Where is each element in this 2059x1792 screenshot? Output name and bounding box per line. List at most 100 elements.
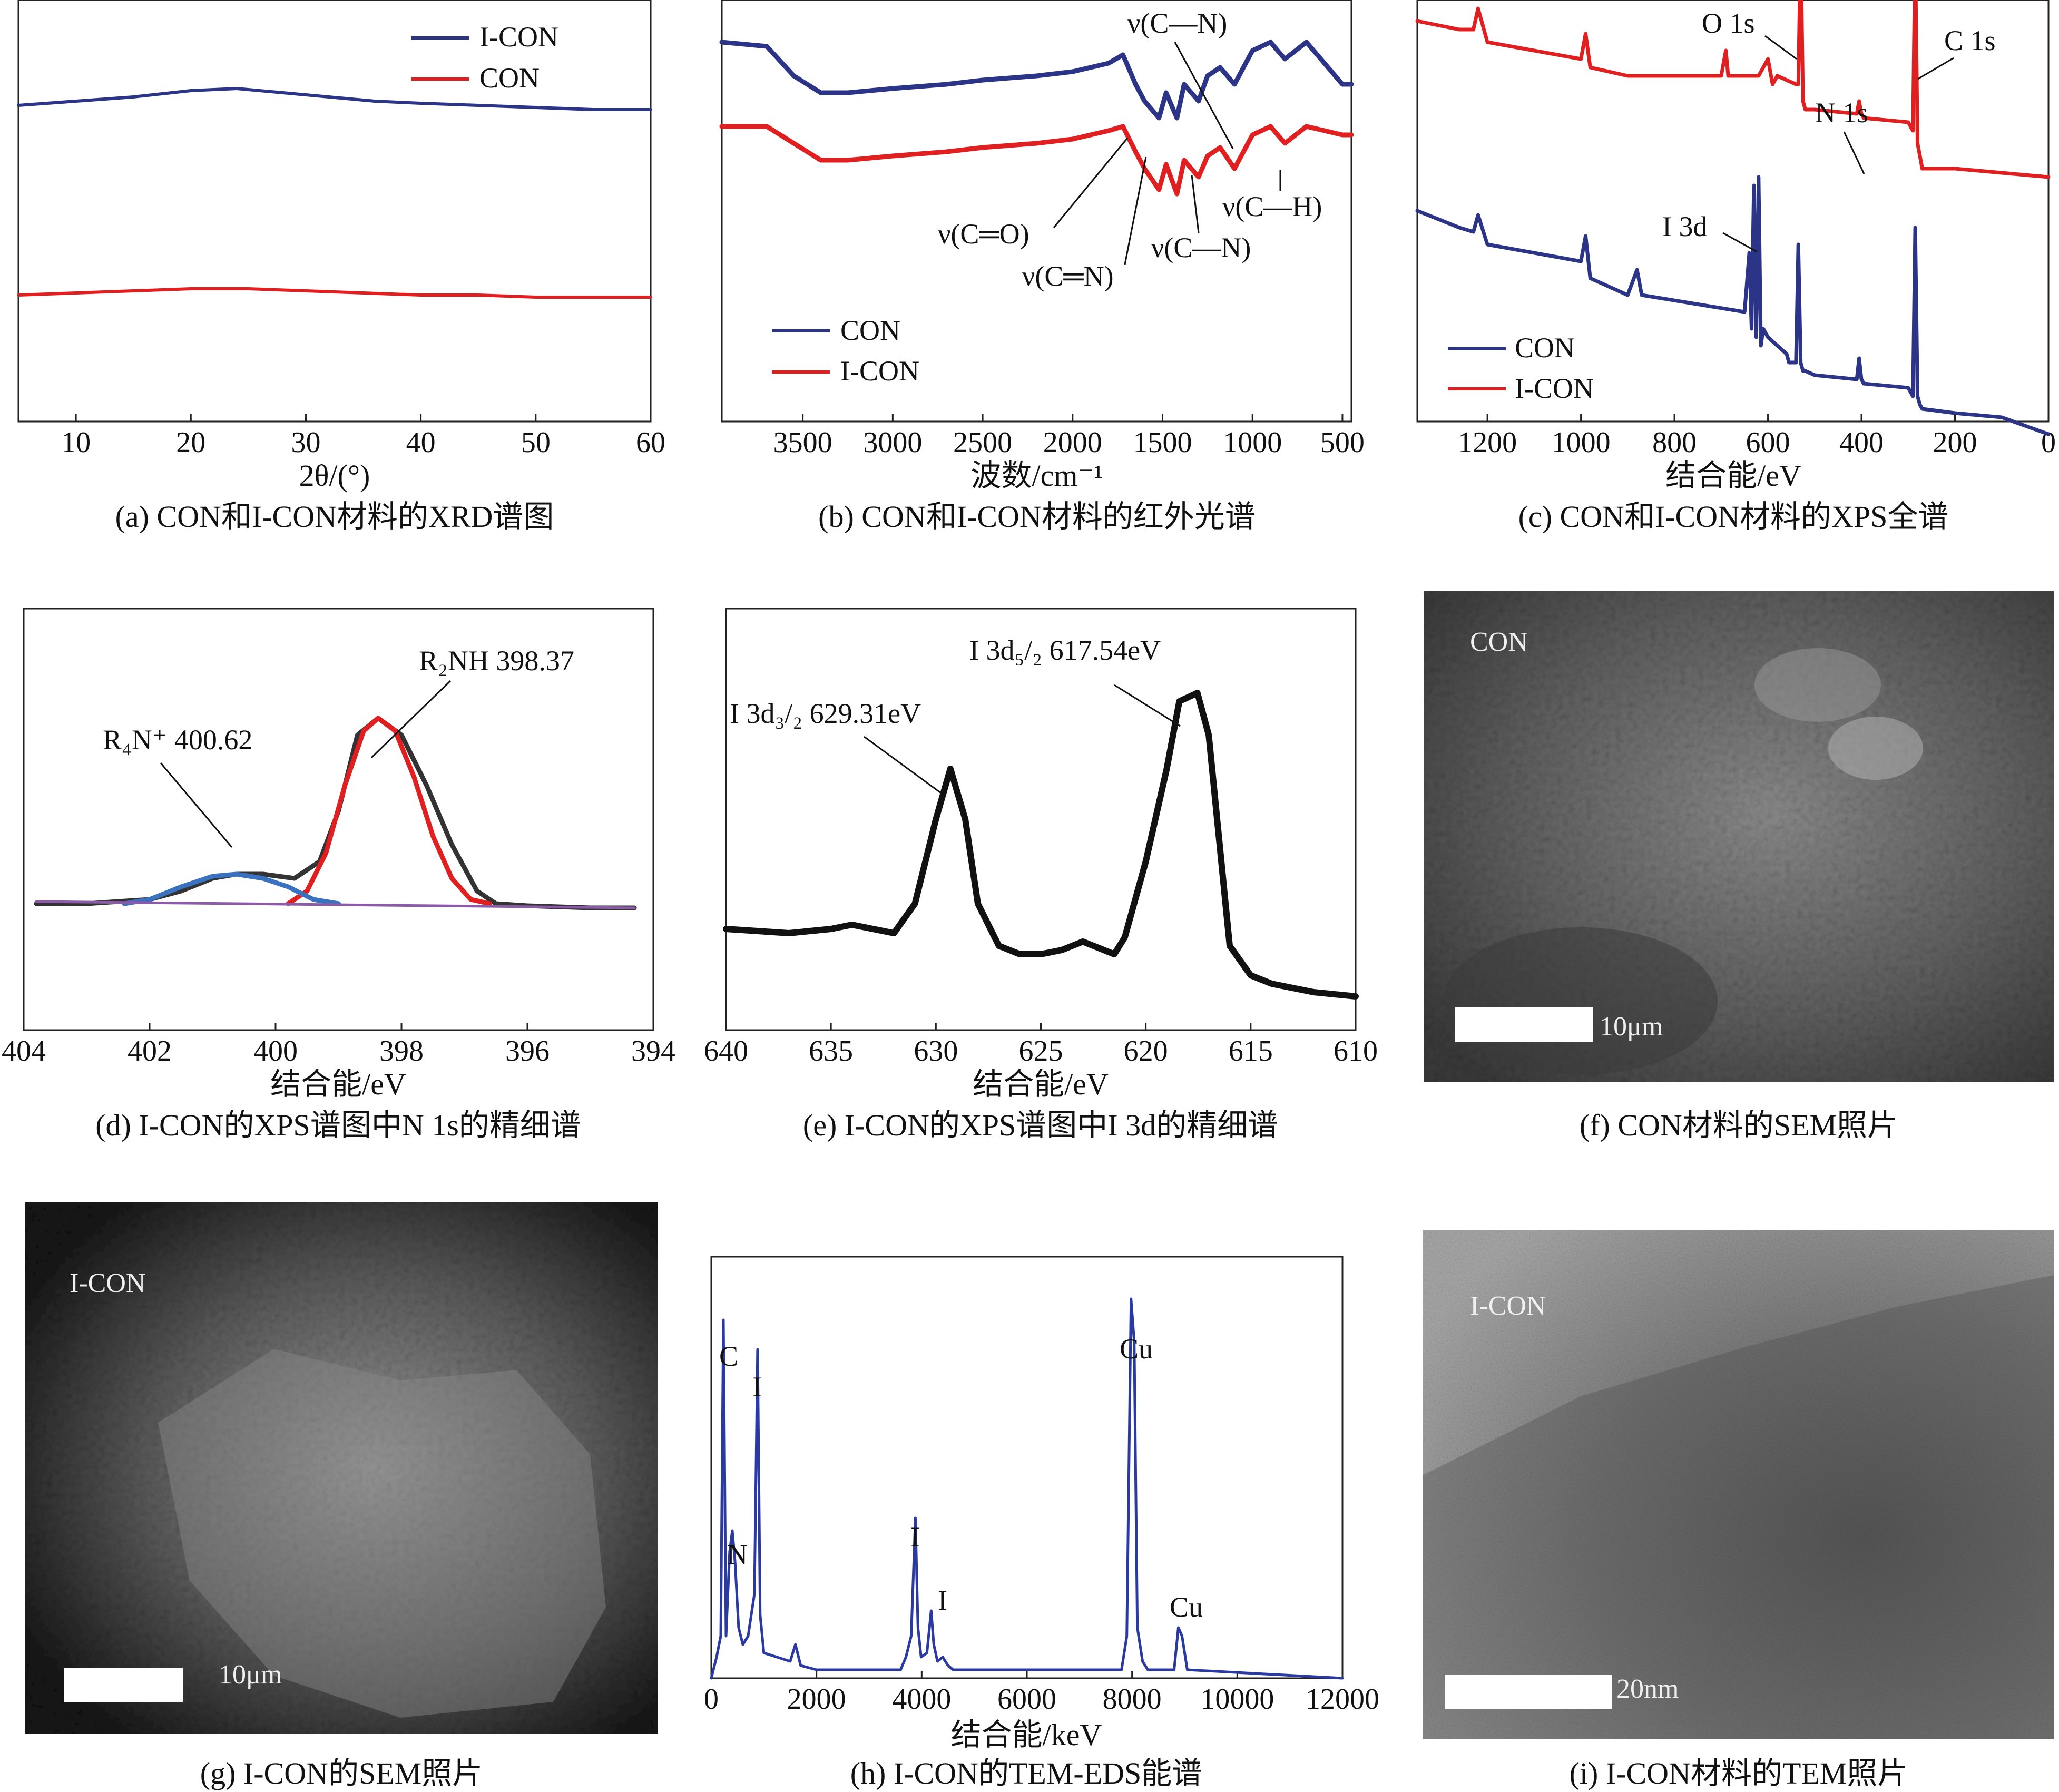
series-line-i-con bbox=[719, 124, 1354, 197]
x-tick-label: 12000 bbox=[1306, 1683, 1379, 1716]
sem-aggregate bbox=[158, 1349, 606, 1718]
x-tick-label: 0 bbox=[704, 1683, 719, 1716]
panel-e: 640 635 630 625 620 615 610 I 3d₅/₂ 617.54eV I… bbox=[704, 608, 1378, 1142]
annotation-c-n-top: ν(C—N) bbox=[1127, 7, 1227, 39]
series-line-fit-r2nh bbox=[286, 716, 492, 906]
micrograph-label: I-CON bbox=[70, 1268, 145, 1298]
panel-b-x-ticks: 3500 3000 2500 2000 1500 1000 500 bbox=[773, 414, 1365, 459]
series-line-eds bbox=[710, 1297, 1344, 1680]
x-tick-label: 1200 bbox=[1458, 426, 1517, 459]
panel-b-frame bbox=[721, 0, 1352, 423]
x-tick-label: 600 bbox=[1746, 426, 1790, 459]
panel-h-x-ticks: 0 2000 4000 6000 8000 10000 12000 bbox=[704, 1671, 1379, 1716]
x-axis-label: 2θ/(°) bbox=[299, 458, 370, 493]
x-tick-label: 60 bbox=[636, 426, 665, 459]
annotation-c1s: C 1s bbox=[1944, 25, 1996, 56]
x-tick-label: 1000 bbox=[1223, 426, 1282, 459]
legend-label-con-series: CON bbox=[479, 62, 540, 94]
annotation-o1s: O 1s bbox=[1702, 7, 1755, 39]
tem-micrograph bbox=[1423, 1230, 2054, 1739]
annotation-leader bbox=[1917, 57, 1954, 80]
x-tick-label: 200 bbox=[1933, 426, 1977, 459]
annotation-leader bbox=[1053, 138, 1129, 228]
x-tick-label: 10000 bbox=[1200, 1683, 1274, 1716]
x-tick-label: 398 bbox=[379, 1035, 424, 1068]
peak-label-i: I bbox=[752, 1371, 762, 1403]
x-tick-label: 1000 bbox=[1552, 426, 1611, 459]
scale-bar bbox=[64, 1668, 183, 1702]
annotation-leader bbox=[1124, 156, 1147, 265]
panel-c-x-ticks: 1200 1000 800 600 400 200 0 bbox=[1458, 414, 2056, 459]
x-tick-label: 8000 bbox=[1103, 1683, 1162, 1716]
scale-bar-label: 20nm bbox=[1616, 1674, 1679, 1704]
panel-h-frame bbox=[710, 1256, 1344, 1679]
x-tick-label: 2000 bbox=[1043, 426, 1102, 459]
series-line-baseline bbox=[35, 900, 636, 909]
annotation-c-n-double: ν(C═N) bbox=[1022, 260, 1114, 292]
series-line-i-3d bbox=[723, 690, 1359, 1000]
x-tick-label: 500 bbox=[1320, 426, 1365, 459]
legend-label-con-series: CON bbox=[840, 315, 900, 346]
x-tick-label: 630 bbox=[914, 1035, 958, 1068]
annotation-leader bbox=[1722, 232, 1758, 253]
tem-particle-region bbox=[1423, 1275, 2054, 1739]
x-tick-label: 10 bbox=[61, 426, 91, 459]
annotation-r2nh: R₂NH 398.37 bbox=[419, 645, 574, 677]
x-tick-label: 20 bbox=[176, 426, 205, 459]
annotation-r4n: R₄N⁺ 400.62 bbox=[103, 724, 252, 756]
x-axis-label: 结合能/eV bbox=[973, 1067, 1109, 1101]
panel-e-x-ticks: 640 635 630 625 620 615 610 bbox=[704, 1023, 1378, 1068]
x-tick-label: 2500 bbox=[953, 426, 1012, 459]
annotation-i3d32: I 3d₃/₂ 629.31eV bbox=[730, 698, 921, 729]
peak-label-i: I bbox=[938, 1584, 947, 1616]
panel-caption: (f) CON材料的SEM照片 bbox=[1580, 1108, 1898, 1142]
x-tick-label: 2000 bbox=[787, 1683, 846, 1716]
peak-label-i: I bbox=[910, 1521, 920, 1553]
x-tick-label: 4000 bbox=[892, 1683, 951, 1716]
panel-b: 3500 3000 2500 2000 1500 1000 500 CON I-CON ν(… bbox=[719, 0, 1365, 534]
scale-bar bbox=[1445, 1675, 1612, 1709]
annotation-n1s: N 1s bbox=[1815, 97, 1868, 129]
x-tick-label: 3000 bbox=[863, 426, 922, 459]
x-tick-label: 404 bbox=[2, 1035, 46, 1068]
panel-d-x-ticks: 404 402 400 398 396 394 bbox=[2, 1023, 675, 1068]
scale-bar-label: 10μm bbox=[1600, 1012, 1663, 1042]
x-tick-label: 640 bbox=[704, 1035, 748, 1068]
annotation-c-h: ν(C—H) bbox=[1222, 191, 1322, 222]
panel-i: I-CON 20nm (i) I-CON材料的TEM照片 bbox=[1423, 1230, 2054, 1790]
series-line-fit-r4n bbox=[122, 871, 341, 906]
panel-h-series bbox=[710, 1297, 1344, 1680]
x-tick-label: 30 bbox=[291, 426, 320, 459]
x-tick-label: 625 bbox=[1019, 1035, 1063, 1068]
x-tick-label: 6000 bbox=[997, 1683, 1056, 1716]
micrograph-label: CON bbox=[1470, 627, 1528, 657]
annotation-c-o: ν(C═O) bbox=[938, 218, 1030, 250]
panel-a-x-ticks: 10 20 30 40 50 60 bbox=[61, 414, 665, 459]
annotation-leader bbox=[1114, 684, 1181, 727]
panel-g: I-CON 10μm (g) I-CON的SEM照片 bbox=[25, 1202, 658, 1790]
panel-caption: (e) I-CON的XPS谱图中I 3d的精细谱 bbox=[803, 1108, 1278, 1142]
annotation-leader bbox=[160, 762, 233, 848]
x-tick-label: 1500 bbox=[1133, 426, 1192, 459]
x-tick-label: 50 bbox=[521, 426, 551, 459]
peak-label-cu: Cu bbox=[1120, 1333, 1153, 1365]
panel-a-frame bbox=[17, 0, 652, 423]
panel-f: CON 10μm (f) CON材料的SEM照片 bbox=[1424, 591, 2054, 1142]
panel-c-frame bbox=[1416, 0, 2050, 423]
panel-c: 1200 1000 800 600 400 200 0 O 1s C 1s N 1s I 3… bbox=[1415, 0, 2056, 534]
x-tick-label: 394 bbox=[631, 1035, 675, 1068]
legend-label-icon-series: I-CON bbox=[840, 355, 919, 387]
x-tick-label: 400 bbox=[1839, 426, 1884, 459]
series-line-con bbox=[719, 40, 1354, 121]
x-tick-label: 615 bbox=[1229, 1035, 1273, 1068]
x-axis-label: 结合能/eV bbox=[1665, 458, 1801, 493]
x-tick-label: 610 bbox=[1334, 1035, 1378, 1068]
legend-label-icon-series: I-CON bbox=[1515, 373, 1594, 404]
panel-e-frame bbox=[725, 608, 1357, 1031]
panel-c-series bbox=[1415, 0, 2051, 436]
sem-particle bbox=[1828, 717, 1923, 780]
panel-caption: (d) I-CON的XPS谱图中N 1s的精细谱 bbox=[95, 1108, 581, 1142]
series-line-i-con bbox=[1415, 0, 2051, 179]
scale-bar bbox=[1455, 1007, 1593, 1042]
panel-caption: (g) I-CON的SEM照片 bbox=[200, 1756, 483, 1790]
